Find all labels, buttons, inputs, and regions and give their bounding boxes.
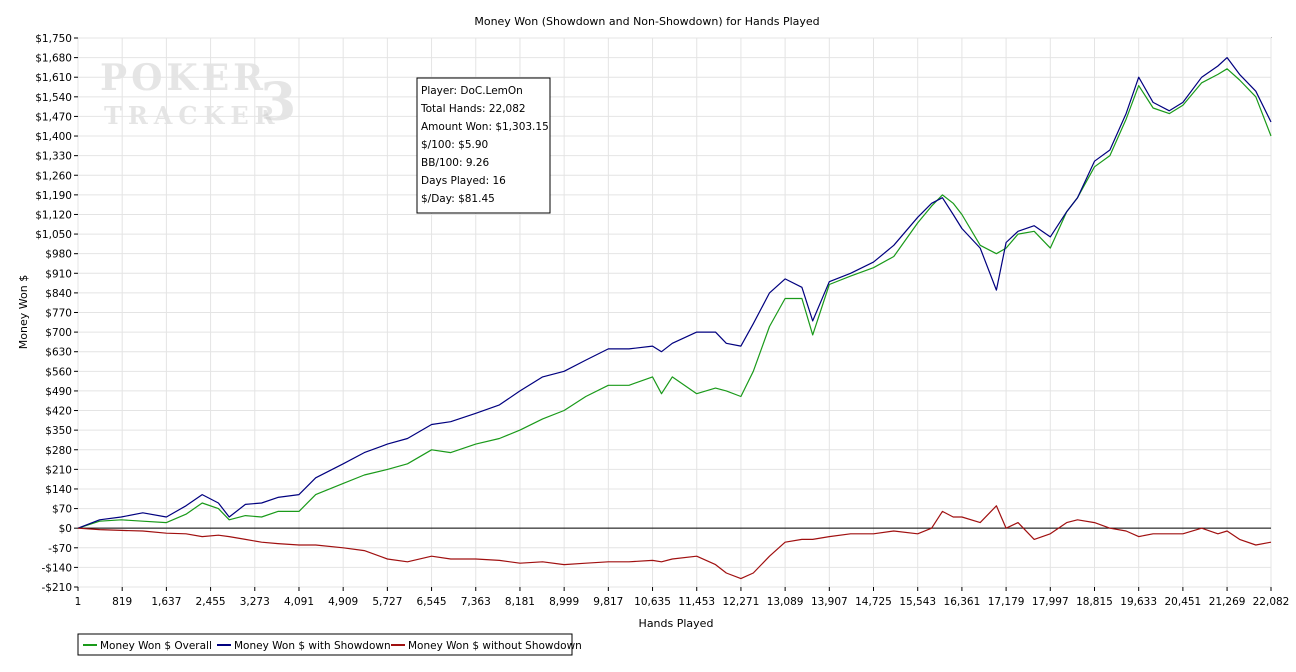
legend-label-showdown: Money Won $ with Showdown <box>234 640 391 652</box>
info-amount-won: Amount Won: $1,303.15 <box>421 121 549 133</box>
legend-frame <box>77 633 573 656</box>
x-tick-label: 16,361 <box>944 596 981 608</box>
y-axis-label: Money Won $ <box>17 275 30 349</box>
legend: Money Won $ Overall Money Won $ with Sho… <box>77 633 582 656</box>
x-tick-label: 1 <box>75 596 82 608</box>
series-line-overall <box>77 68 1272 529</box>
x-axis-label: Hands Played <box>639 617 714 630</box>
y-tick-label: $420 <box>45 406 72 418</box>
x-tick-label: 5,727 <box>372 596 402 608</box>
series-line-non-showdown <box>77 505 1272 580</box>
logo-text-tracker: TRACKER <box>104 101 281 130</box>
x-tick-label: 10,635 <box>634 596 671 608</box>
info-per-day: $/Day: $81.45 <box>421 193 495 205</box>
y-tick-label: $560 <box>45 366 72 378</box>
x-axis-ticks: 1 819 1,637 2,455 3,273 4,091 4,909 5,727 6,545 7… <box>75 587 1290 608</box>
y-tick-label: $1,120 <box>35 209 72 221</box>
logo-text-poker: POKER <box>100 57 267 99</box>
info-box-frame <box>416 77 551 214</box>
x-tick-label: 4,091 <box>284 596 314 608</box>
y-tick-label: $1,400 <box>35 131 72 143</box>
x-tick-label: 13,907 <box>811 596 848 608</box>
y-tick-label: $1,190 <box>35 190 72 202</box>
y-tick-label: -$140 <box>41 562 72 574</box>
x-tick-label: 17,179 <box>988 596 1025 608</box>
y-tick-label: $1,260 <box>35 170 72 182</box>
y-tick-label: -$210 <box>41 582 72 594</box>
x-tick-label: 7,363 <box>461 596 491 608</box>
y-tick-label: $140 <box>45 484 72 496</box>
y-tick-label: $840 <box>45 288 72 300</box>
chart-title: Money Won (Showdown and Non-Showdown) fo… <box>474 15 819 28</box>
legend-label-non-showdown: Money Won $ without Showdown <box>408 640 582 652</box>
y-tick-label: $210 <box>45 464 72 476</box>
x-tick-label: 15,543 <box>899 596 936 608</box>
x-tick-label: 14,725 <box>855 596 892 608</box>
x-tick-label: 9,817 <box>593 596 623 608</box>
y-tick-label: $630 <box>45 347 72 359</box>
info-per-100: $/100: $5.90 <box>421 139 488 151</box>
x-tick-label: 12,271 <box>723 596 760 608</box>
y-tick-label: $1,750 <box>35 33 72 45</box>
info-box: Player: DoC.LemOn Total Hands: 22,082 Am… <box>416 77 551 214</box>
x-tick-label: 20,451 <box>1165 596 1202 608</box>
y-tick-label: $0 <box>59 523 72 535</box>
y-tick-label: $1,330 <box>35 151 72 163</box>
y-axis-ticks: -$210 -$140 -$70 $0 $70 $140 $210 $280 $350 $420 $… <box>35 33 78 594</box>
info-total-hands: Total Hands: 22,082 <box>420 103 526 115</box>
series-line-showdown <box>77 56 1272 529</box>
y-tick-label: $1,680 <box>35 53 72 65</box>
grid <box>77 37 1272 588</box>
y-tick-label: -$70 <box>48 543 72 555</box>
x-tick-label: 3,273 <box>240 596 270 608</box>
x-tick-label: 8,999 <box>549 596 579 608</box>
x-tick-label: 17,997 <box>1032 596 1069 608</box>
y-tick-label: $700 <box>45 327 72 339</box>
x-tick-label: 18,815 <box>1076 596 1113 608</box>
x-tick-label: 1,637 <box>151 596 181 608</box>
info-player: Player: DoC.LemOn <box>421 85 523 97</box>
y-tick-label: $280 <box>45 445 72 457</box>
x-tick-label: 13,089 <box>767 596 804 608</box>
y-tick-label: $910 <box>45 268 72 280</box>
logo-mark-3: 3 <box>260 72 296 133</box>
y-tick-label: $980 <box>45 249 72 261</box>
info-bb-per-100: BB/100: 9.26 <box>421 157 490 169</box>
x-tick-label: 8,181 <box>505 596 535 608</box>
y-tick-label: $490 <box>45 386 72 398</box>
y-tick-label: $70 <box>52 504 72 516</box>
y-tick-label: $770 <box>45 308 72 320</box>
series-lines <box>77 56 1272 580</box>
x-tick-label: 6,545 <box>417 596 447 608</box>
x-tick-label: 21,269 <box>1209 596 1246 608</box>
y-tick-label: $1,540 <box>35 92 72 104</box>
legend-label-overall: Money Won $ Overall <box>100 640 212 652</box>
x-tick-label: 819 <box>112 596 132 608</box>
poker-tracker-logo: POKER TRACKER 3 <box>100 57 296 133</box>
x-tick-label: 22,082 <box>1253 596 1290 608</box>
y-tick-label: $1,050 <box>35 229 72 241</box>
x-tick-label: 19,633 <box>1120 596 1157 608</box>
y-tick-label: $1,610 <box>35 72 72 84</box>
x-tick-label: 2,455 <box>196 596 226 608</box>
x-tick-label: 4,909 <box>328 596 358 608</box>
x-tick-label: 11,453 <box>678 596 715 608</box>
info-days-played: Days Played: 16 <box>421 175 506 187</box>
y-tick-label: $1,470 <box>35 111 72 123</box>
y-tick-label: $350 <box>45 425 72 437</box>
